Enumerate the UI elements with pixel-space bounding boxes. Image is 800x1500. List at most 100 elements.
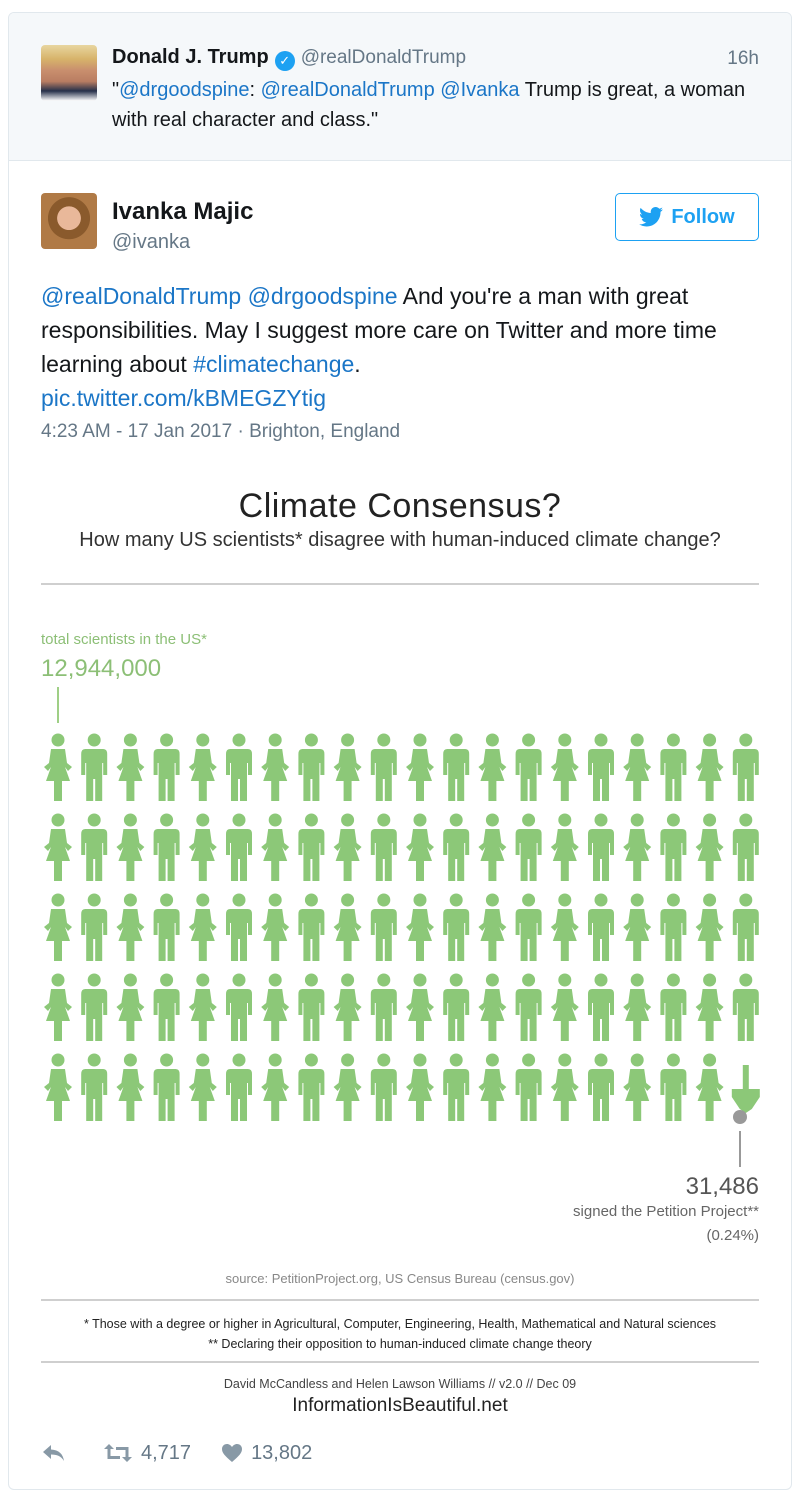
female-figure-icon — [478, 973, 507, 1041]
male-figure-icon — [226, 973, 252, 1041]
quoted-timestamp[interactable]: 16h — [727, 48, 759, 69]
infographic-subtitle: How many US scientists* disagree with hu… — [79, 529, 721, 551]
mention-link[interactable]: @drgoodspine — [247, 283, 398, 309]
male-figure-icon — [515, 973, 542, 1041]
divider — [41, 1361, 759, 1363]
female-figure-icon — [116, 1053, 145, 1121]
reply-button[interactable] — [41, 1443, 67, 1463]
female-figure-icon — [695, 973, 724, 1041]
female-figure-icon — [406, 1053, 434, 1121]
infographic-credit: David McCandless and Helen Lawson Willia… — [223, 1377, 577, 1391]
male-figure-icon — [660, 893, 687, 961]
female-figure-icon — [44, 973, 72, 1041]
female-figure-icon — [623, 813, 652, 881]
female-figure-icon — [478, 813, 507, 881]
tweet-card: Donald J. Trump ✓ @realDonaldTrump 16h "@d… — [8, 12, 792, 1490]
petition-percent: (0.24%) — [706, 1227, 759, 1244]
infographic-image[interactable]: Climate Consensus? How many US scientist… — [9, 463, 791, 1423]
total-pointer — [57, 687, 59, 723]
quoted-avatar[interactable] — [41, 45, 97, 101]
quoted-text-part: Trump is great, a woman with real charac… — [112, 79, 746, 131]
male-figure-icon — [515, 1053, 542, 1121]
male-figure-icon — [298, 813, 325, 881]
male-figure-icon — [226, 813, 252, 881]
author-handle[interactable]: @ivanka — [112, 231, 191, 253]
mention-link[interactable]: @drgoodspine — [119, 79, 250, 101]
infographic-source: source: PetitionProject.org, US Census B… — [225, 1271, 575, 1286]
female-figure-icon — [695, 893, 724, 961]
male-figure-icon — [732, 893, 759, 961]
male-figure-icon — [81, 893, 108, 961]
female-figure-icon — [116, 813, 145, 881]
petition-pointer — [739, 1131, 741, 1167]
male-figure-icon — [588, 813, 614, 881]
retweet-button[interactable]: 4,717 — [103, 1442, 191, 1465]
male-figure-icon — [370, 813, 397, 881]
female-figure-icon — [333, 973, 362, 1041]
female-figure-icon — [550, 973, 579, 1041]
female-figure-icon — [695, 733, 724, 801]
author-avatar[interactable] — [41, 193, 97, 249]
mention-link[interactable]: @Ivanka — [440, 79, 520, 101]
petition-value: 31,486 — [685, 1173, 759, 1200]
quoted-author-name[interactable]: Donald J. Trump — [112, 46, 269, 68]
male-figure-icon — [81, 973, 108, 1041]
male-figure-icon — [370, 1053, 397, 1121]
female-figure-icon — [550, 813, 579, 881]
hashtag-link[interactable]: #climatechange — [193, 351, 355, 377]
male-figure-icon — [515, 813, 542, 881]
female-figure-icon — [116, 973, 145, 1041]
author-name[interactable]: Ivanka Majic — [112, 198, 254, 225]
male-figure-icon — [153, 1053, 180, 1121]
female-figure-icon — [261, 813, 290, 881]
female-figure-icon — [695, 813, 724, 881]
quoted-text-part: " — [112, 79, 120, 101]
male-figure-icon — [515, 733, 542, 801]
male-figure-icon — [443, 973, 470, 1041]
female-figure-icon — [44, 1053, 72, 1121]
total-label: total scientists in the US* — [41, 631, 207, 648]
female-figure-icon — [623, 733, 652, 801]
male-figure-icon — [298, 733, 325, 801]
verified-badge-icon: ✓ — [274, 51, 295, 71]
action-bar: 4,717 13,802 — [41, 1435, 312, 1471]
follow-label[interactable]: Follow — [671, 205, 735, 228]
male-figure-icon — [660, 973, 687, 1041]
pic-link[interactable]: pic.twitter.com/kBMEGZYtig — [41, 385, 327, 411]
female-figure-icon — [406, 973, 434, 1041]
male-figure-icon — [443, 733, 470, 801]
male-figure-icon — [226, 1053, 252, 1121]
female-figure-icon — [44, 733, 72, 801]
mention-link[interactable]: @realDonaldTrump — [260, 79, 435, 101]
female-figure-icon — [261, 1053, 290, 1121]
male-figure-icon — [298, 1053, 325, 1121]
tweet-text: @realDonaldTrump @drgoodspine And you're… — [41, 279, 771, 415]
quoted-author[interactable]: Donald J. Trump ✓ @realDonaldTrump — [112, 46, 466, 71]
like-button[interactable]: 13,802 — [221, 1442, 312, 1465]
quoted-tweet[interactable]: Donald J. Trump ✓ @realDonaldTrump 16h "@d… — [9, 13, 791, 161]
female-figure-icon — [333, 893, 362, 961]
male-figure-icon — [732, 733, 759, 801]
male-figure-icon — [732, 973, 759, 1041]
male-figure-icon — [660, 1053, 687, 1121]
female-figure-icon — [406, 733, 434, 801]
quoted-author-handle[interactable]: @realDonaldTrump — [300, 47, 467, 68]
male-figure-icon — [588, 733, 614, 801]
female-figure-icon — [406, 813, 434, 881]
female-figure-icon — [333, 813, 362, 881]
tweet-body: And you're a man with great responsibili… — [41, 283, 717, 377]
female-figure-icon — [623, 973, 652, 1041]
male-figure-icon — [370, 973, 397, 1041]
male-figure-icon — [370, 893, 397, 961]
mention-link[interactable]: @realDonaldTrump — [41, 283, 242, 309]
follow-button[interactable]: Follow — [615, 193, 759, 241]
retweet-count: 4,717 — [141, 1441, 192, 1464]
twitter-bird-icon — [639, 207, 664, 227]
tweet-timestamp-location[interactable]: 4:23 AM - 17 Jan 2017 · Brighton, Englan… — [41, 421, 401, 442]
female-figure-icon — [261, 973, 290, 1041]
female-figure-icon — [261, 893, 290, 961]
heart-icon — [222, 1444, 243, 1462]
footnote-2: ** Declaring their opposition to human-i… — [208, 1337, 592, 1351]
male-figure-icon — [153, 813, 180, 881]
female-figure-icon — [188, 893, 217, 961]
